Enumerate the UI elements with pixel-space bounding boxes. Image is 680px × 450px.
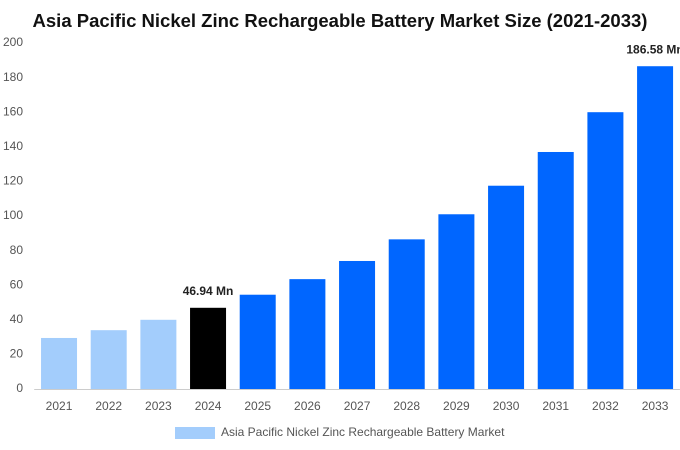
x-tick-label: 2024 — [195, 399, 222, 413]
y-tick-label: 140 — [3, 139, 23, 153]
bar — [537, 151, 574, 389]
y-tick-label: 100 — [3, 208, 23, 222]
bar — [339, 260, 376, 389]
x-tick-label: 2025 — [244, 399, 271, 413]
y-tick-label: 0 — [16, 381, 23, 395]
x-tick-label: 2022 — [95, 399, 122, 413]
y-tick-label: 60 — [10, 277, 24, 291]
bar — [637, 66, 674, 389]
bar — [438, 214, 475, 389]
x-tick-label: 2021 — [46, 399, 73, 413]
legend-swatch — [175, 427, 215, 439]
y-tick-label: 20 — [10, 347, 24, 361]
legend-label: Asia Pacific Nickel Zinc Rechargeable Ba… — [221, 425, 505, 439]
chart-title: Asia Pacific Nickel Zinc Rechargeable Ba… — [33, 10, 648, 31]
x-tick-label: 2023 — [145, 399, 172, 413]
bar — [140, 319, 177, 389]
bar — [388, 239, 425, 389]
bar — [90, 330, 127, 389]
x-tick-label: 2027 — [344, 399, 371, 413]
y-tick-label: 40 — [10, 312, 24, 326]
data-label: 46.94 Mn — [183, 284, 234, 298]
x-tick-label: 2030 — [493, 399, 520, 413]
y-tick-label: 120 — [3, 174, 23, 188]
x-tick-label: 2032 — [592, 399, 619, 413]
y-tick-label: 160 — [3, 104, 23, 118]
bar — [41, 337, 78, 389]
x-tick-label: 2031 — [542, 399, 569, 413]
bar — [488, 185, 525, 389]
y-tick-label: 200 — [3, 35, 23, 49]
x-tick-label: 2033 — [642, 399, 669, 413]
bar — [587, 112, 624, 389]
bar — [239, 294, 276, 389]
data-label: 186.58 Mn — [626, 42, 680, 56]
y-tick-label: 180 — [3, 70, 23, 84]
x-tick-label: 2028 — [393, 399, 420, 413]
x-tick-label: 2029 — [443, 399, 470, 413]
bar — [190, 307, 227, 389]
bar — [289, 279, 326, 389]
x-tick-label: 2026 — [294, 399, 321, 413]
y-tick-label: 80 — [10, 243, 24, 257]
